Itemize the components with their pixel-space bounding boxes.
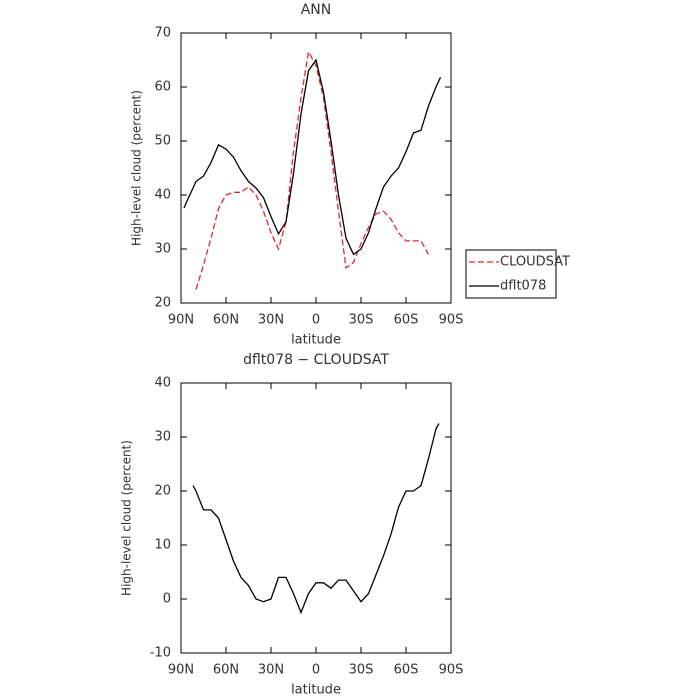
data-line [183,58,442,256]
x-tick-label: 90S [439,663,464,678]
plot-frame [180,32,452,304]
x-tick-label: 90N [168,313,194,328]
x-axis-label: latitude [291,333,341,348]
x-tick-label: 60S [394,663,419,678]
data-line [192,423,440,615]
x-tick-label: 0 [312,663,320,678]
x-tick-label: 90S [439,313,464,328]
x-tick-label: 30S [349,313,374,328]
y-tick-label: 60 [154,80,171,95]
y-tick-label: 30 [154,242,171,257]
y-tick-label: 0 [163,592,171,607]
y-tick-label: 20 [154,484,171,499]
legend-label: CLOUDSAT [500,255,570,270]
x-tick-label: 90N [168,663,194,678]
y-axis-label: High-level cloud (percent) [130,90,144,246]
x-tick-label: 30S [349,663,374,678]
y-tick-label: 20 [154,296,171,311]
x-tick-label: 30N [258,313,284,328]
chart-title: dflt078 − CLOUDSAT [243,352,389,368]
plot-frame [180,382,452,654]
x-axis-label: latitude [291,683,341,698]
y-tick-label: 10 [154,538,171,553]
x-tick-label: 0 [312,313,320,328]
y-tick-label: 40 [154,188,171,203]
x-tick-label: 30N [258,663,284,678]
data-line [195,49,430,290]
y-axis-label: High-level cloud (percent) [120,440,134,596]
y-tick-label: -10 [150,646,171,661]
x-tick-label: 60S [394,313,419,328]
chart-title: ANN [301,2,332,18]
y-tick-label: 50 [154,134,171,149]
y-tick-label: 40 [154,376,171,391]
x-tick-label: 60N [213,313,239,328]
y-tick-label: 30 [154,430,171,445]
legend-label: dflt078 [500,279,546,294]
y-tick-label: 70 [154,26,171,41]
legend-box [465,249,557,299]
x-tick-label: 60N [213,663,239,678]
